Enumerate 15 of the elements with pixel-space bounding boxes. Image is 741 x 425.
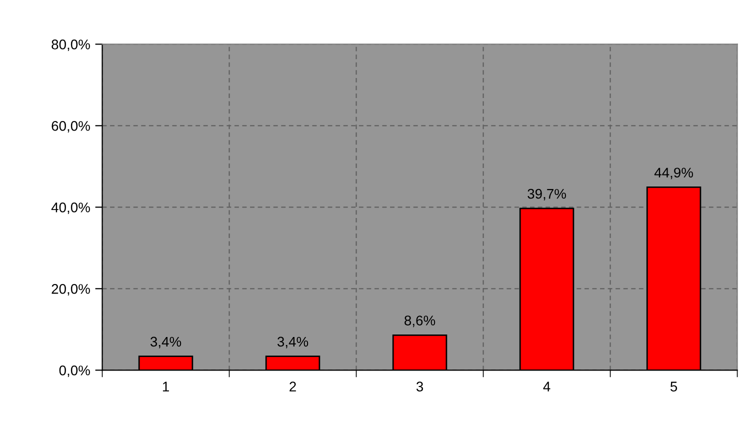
data-label: 3,4% bbox=[277, 336, 308, 348]
x-tick-label: 3 bbox=[416, 382, 424, 392]
y-tick-label: 0,0% bbox=[59, 366, 90, 377]
y-tick-label: 40,0% bbox=[51, 202, 90, 214]
y-tick-label: 60,0% bbox=[52, 121, 90, 133]
y-tick-label: 20,0% bbox=[52, 284, 90, 296]
y-tick-label: 80,0% bbox=[52, 40, 90, 52]
x-tick-label: 1 bbox=[162, 382, 169, 392]
data-label: 39,7% bbox=[528, 188, 566, 200]
data-label: 8,6% bbox=[404, 316, 436, 328]
data-label: 3,4% bbox=[150, 336, 182, 348]
x-tick-label: 2 bbox=[290, 382, 296, 392]
x-tick-label: 4 bbox=[543, 382, 550, 392]
data-label: 44,9% bbox=[654, 168, 693, 180]
x-tick-label: 5 bbox=[670, 382, 678, 392]
